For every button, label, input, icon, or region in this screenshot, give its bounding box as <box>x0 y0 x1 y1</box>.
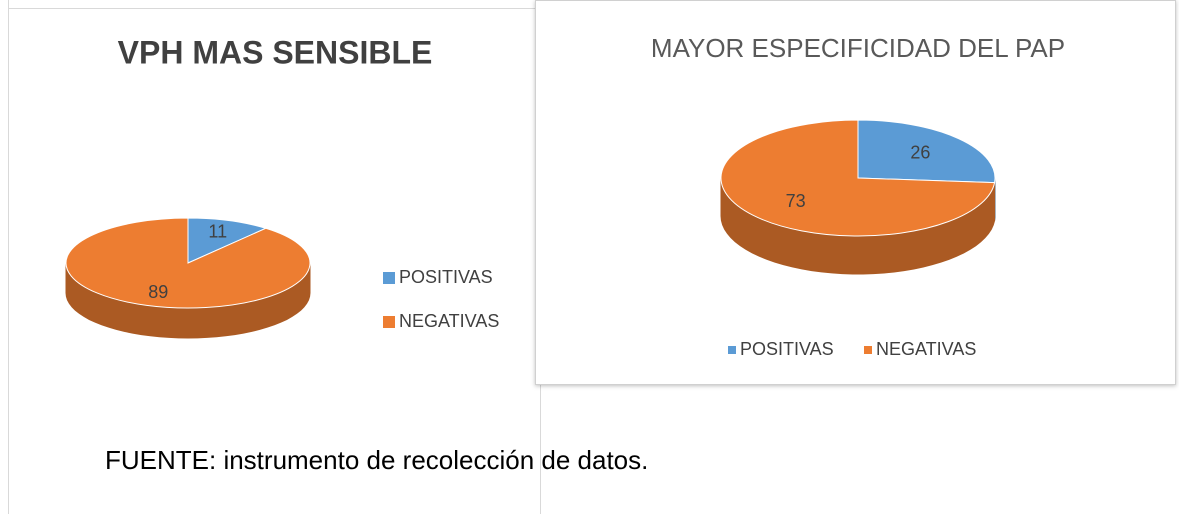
pie-slice <box>187 217 268 264</box>
data-label: 11 <box>208 221 227 241</box>
legend-swatch <box>383 272 395 284</box>
legend-label: POSITIVAS <box>740 339 834 359</box>
chart-title: MAYOR ESPECIFICIDAD DEL PAP <box>651 33 1065 63</box>
legend-swatch <box>728 346 736 354</box>
legend-label: POSITIVAS <box>399 267 493 287</box>
legend-swatch <box>864 346 872 354</box>
pie-slice <box>65 217 311 309</box>
chart-title: VPH MAS SENSIBLE <box>118 34 433 70</box>
legend-swatch <box>383 316 395 328</box>
source-note: FUENTE: instrumento de recolección de da… <box>105 445 648 475</box>
data-label: 73 <box>786 191 806 211</box>
pie-slice <box>857 119 996 184</box>
legend-label: NEGATIVAS <box>399 311 499 331</box>
data-label: 26 <box>910 142 930 162</box>
data-label: 89 <box>148 282 168 302</box>
pie-slice <box>720 119 996 237</box>
legend-label: NEGATIVAS <box>876 339 976 359</box>
charts: VPH MAS SENSIBLE 11 89 POSITIVAS NEGATIVAS MA… <box>65 33 1065 359</box>
